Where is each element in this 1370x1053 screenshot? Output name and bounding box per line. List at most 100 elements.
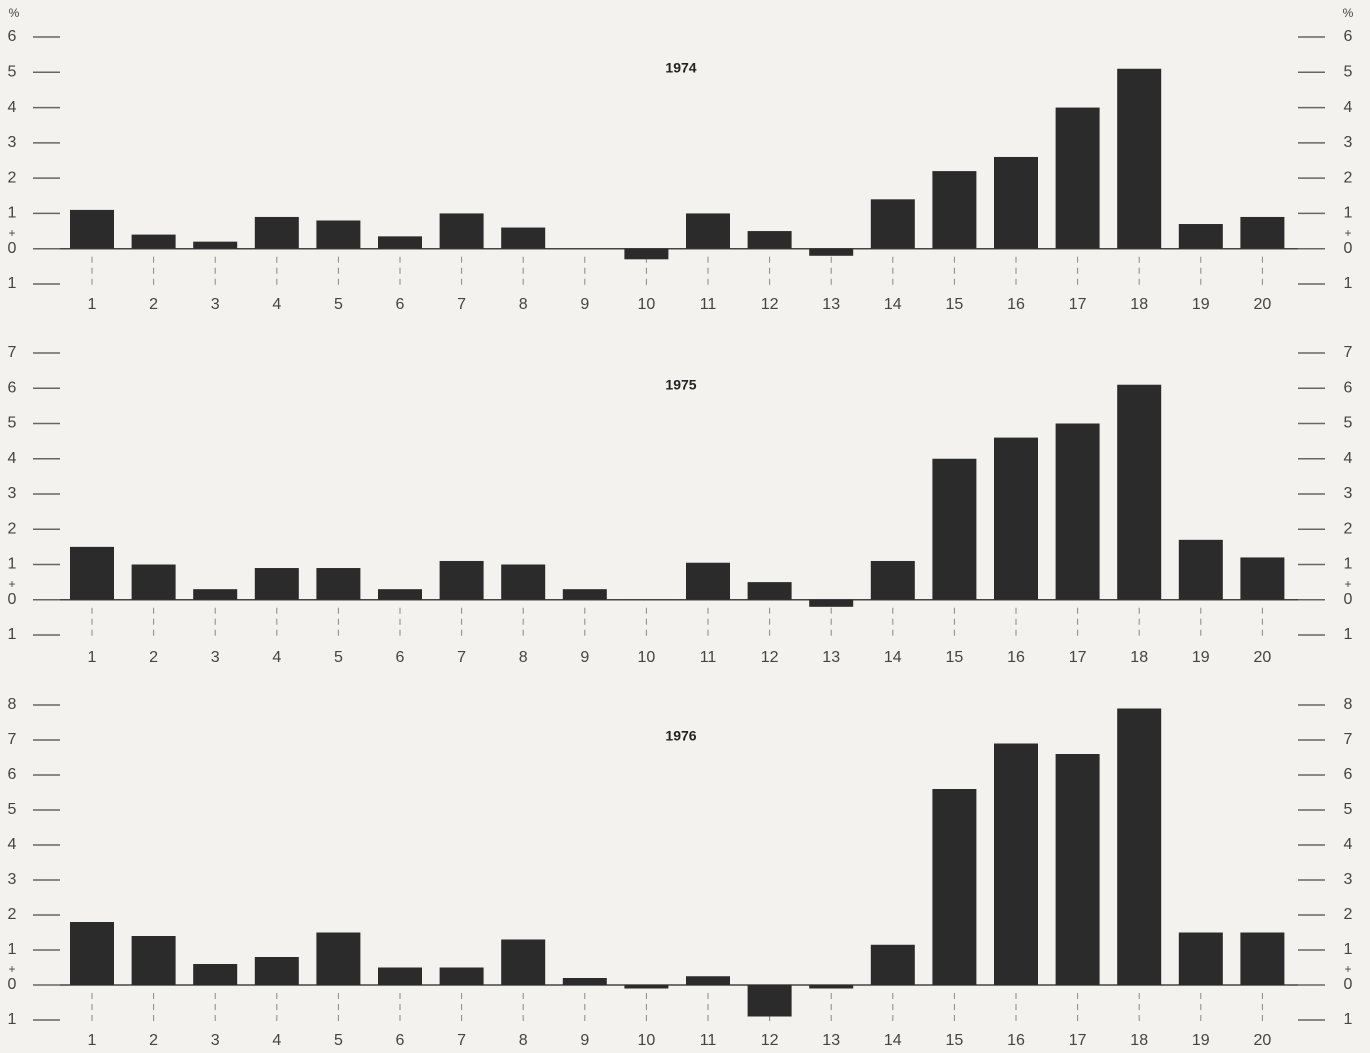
bar [378, 589, 422, 600]
x-tick-label: 17 [1069, 649, 1087, 666]
y2-tick-label: 1 [1344, 1011, 1353, 1028]
bar [193, 964, 238, 985]
x-tick-label: 10 [638, 296, 656, 313]
x-tick-label: 4 [272, 649, 281, 666]
y2-tick-label: 0 [1344, 591, 1353, 608]
bar [254, 957, 299, 985]
x-tick-label: 11 [700, 296, 717, 313]
x-tick-label: 19 [1192, 1032, 1210, 1049]
y-tick-label: 3 [8, 485, 17, 502]
x-tick-label: 2 [149, 649, 158, 666]
y-tick-label: 5 [8, 415, 17, 432]
x-tick-label: 15 [946, 649, 964, 666]
bar [1055, 423, 1100, 600]
y-tick-label: 6 [8, 766, 17, 783]
y2-tick-label: 0 [1344, 976, 1353, 993]
y-tick-label: 5 [8, 801, 17, 818]
bar [1055, 754, 1100, 985]
x-tick-label: 3 [211, 649, 220, 666]
bar [1240, 216, 1285, 249]
y2-tick-label: 5 [1344, 415, 1353, 432]
y2-tick-label: 6 [1344, 28, 1353, 45]
bar [1178, 932, 1223, 985]
y-tick-label: 1 [8, 1011, 17, 1028]
bar [131, 936, 176, 985]
y2-tick-label: 4 [1344, 836, 1353, 853]
bar [562, 589, 607, 600]
y-tick-label: 2 [8, 169, 17, 186]
y2-tick-label: 3 [1344, 134, 1353, 151]
y-tick-label: 1 [8, 205, 17, 222]
x-tick-label: 10 [638, 1032, 656, 1049]
bar [994, 743, 1038, 985]
bar [932, 171, 977, 249]
chart-title: 1974 [665, 60, 696, 76]
bar [994, 437, 1038, 600]
y2-tick-label: 1 [1344, 275, 1353, 292]
bar [624, 985, 669, 989]
y-tick-label: 2 [8, 906, 17, 923]
y2-tick-label: 1 [1344, 941, 1353, 958]
y2-tick-label: 1 [1344, 205, 1353, 222]
x-tick-label: 20 [1254, 296, 1272, 313]
x-tick-label: 9 [580, 649, 589, 666]
y2-tick-label: 4 [1344, 450, 1353, 467]
chart-title: 1975 [665, 377, 696, 393]
x-tick-label: 9 [580, 296, 589, 313]
bar [1178, 539, 1223, 600]
x-tick-label: 6 [396, 296, 405, 313]
x-tick-label: 1 [88, 1032, 97, 1049]
sign-label: + [8, 577, 15, 591]
x-tick-label: 11 [700, 1032, 717, 1049]
bar [1117, 708, 1162, 985]
y2-tick-label: 2 [1344, 906, 1353, 923]
y2-tick-label: 0 [1344, 240, 1353, 257]
x-tick-label: 2 [149, 296, 158, 313]
x-tick-label: 5 [334, 649, 343, 666]
bar [686, 213, 730, 249]
x-tick-label: 8 [519, 649, 528, 666]
unit-label: % [9, 6, 20, 20]
x-tick-label: 20 [1254, 649, 1272, 666]
x-tick-label: 13 [822, 1032, 840, 1049]
bar [316, 568, 361, 600]
y2-tick-label: 5 [1344, 801, 1353, 818]
bar [501, 939, 546, 985]
y2-tick-label: 3 [1344, 485, 1353, 502]
x-tick-label: 19 [1192, 649, 1210, 666]
x-tick-label: 4 [272, 1032, 281, 1049]
y2-tick-label: 5 [1344, 64, 1353, 81]
x-tick-label: 8 [519, 296, 528, 313]
bar [316, 220, 361, 249]
sign-label: + [8, 226, 15, 240]
x-tick-label: 12 [761, 296, 779, 313]
y2-tick-label: 7 [1344, 344, 1353, 361]
x-tick-label: 18 [1130, 649, 1148, 666]
y2-tick-label: 6 [1344, 379, 1353, 396]
sign-label: + [1344, 577, 1351, 591]
bar [747, 985, 792, 1017]
x-tick-label: 1 [88, 649, 97, 666]
bar [809, 248, 854, 256]
x-tick-label: 15 [946, 1032, 964, 1049]
bar [378, 236, 422, 249]
chart-title: 1976 [665, 728, 696, 744]
bar [131, 564, 176, 600]
bar [1117, 68, 1162, 249]
y-tick-label: 4 [8, 450, 17, 467]
bar [686, 976, 730, 985]
x-tick-label: 12 [761, 649, 779, 666]
y-tick-label: 7 [8, 731, 17, 748]
bar [562, 978, 607, 985]
y2-tick-label: 3 [1344, 871, 1353, 888]
y-tick-label: 2 [8, 520, 17, 537]
bar [747, 231, 792, 249]
bar [1178, 224, 1223, 249]
y-tick-label: 4 [8, 836, 17, 853]
bar [439, 560, 484, 600]
y2-tick-label: 6 [1344, 766, 1353, 783]
bar [254, 216, 299, 249]
sign-label: + [1344, 226, 1351, 240]
bar [70, 546, 114, 600]
y-tick-label: 7 [8, 344, 17, 361]
